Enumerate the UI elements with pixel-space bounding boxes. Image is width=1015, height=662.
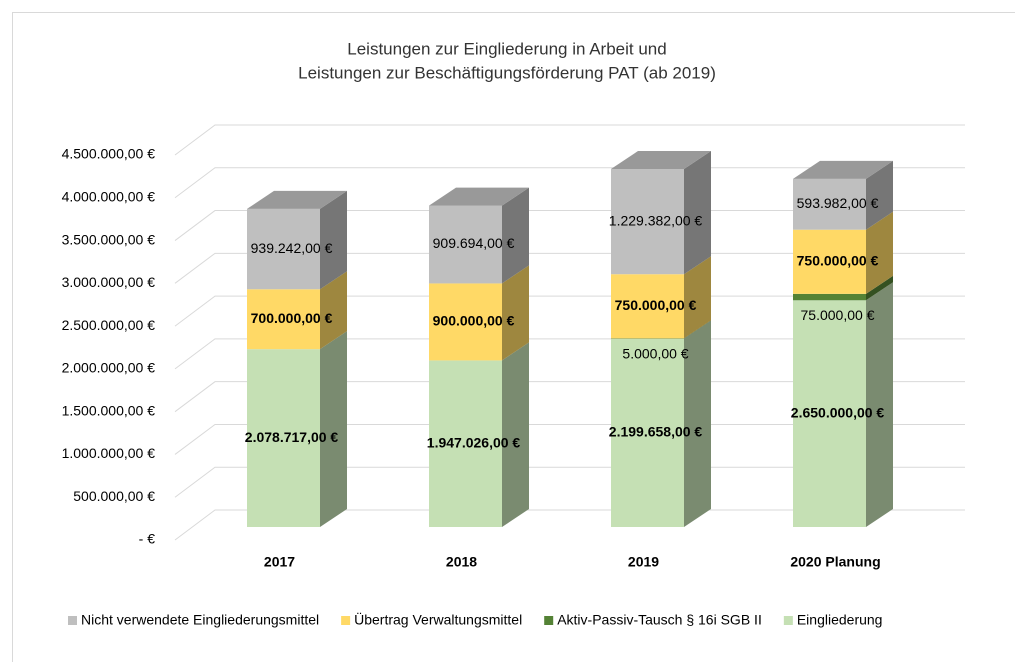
data-label: 2.650.000,00 € [791,404,885,420]
y-tick-label: 1.000.000,00 € [62,445,156,461]
data-label: 75.000,00 € [801,307,875,323]
grid-line [174,252,965,284]
legend-swatch [341,616,351,625]
bar-side [320,190,347,290]
legend-swatch [68,616,77,625]
bar-side [502,187,529,284]
legend-label: Eingliederung [797,612,883,628]
legend-swatch [783,616,793,625]
data-label: 700.000,00 € [251,310,333,326]
x-tick-label: 2019 [628,554,659,570]
bar-segment [793,229,866,294]
data-label: 1.947.026,00 € [427,434,521,450]
y-tick-label: 500.000,00 € [73,488,155,504]
bar-top [611,151,711,170]
bar-segment [247,349,320,527]
data-label: 900.000,00 € [433,313,515,329]
y-tick-label: 3.000.000,00 € [62,274,156,290]
bar-segment [611,169,684,275]
grid-line [174,381,965,413]
bar-side [502,265,529,361]
data-label: 939.242,00 € [251,240,333,256]
bar-side [320,271,347,350]
grid-line [174,466,965,498]
legend-swatch [544,616,554,625]
legend-label: Übertrag Verwaltungsmittel [354,611,522,628]
bar-side [866,282,893,527]
bar-top [247,190,347,209]
bar-side [502,342,529,527]
data-label: 2.078.717,00 € [245,429,339,445]
chart-title: Leistungen zur Beschäftigungsförderung P… [298,63,716,82]
data-label: 5.000,00 € [622,346,688,362]
bar-top [793,160,893,179]
grid-line [174,167,965,199]
grid-line [174,338,965,370]
bar-segment [793,293,866,301]
bar-top [429,187,529,206]
data-label: 750.000,00 € [797,252,879,268]
grid-line [174,295,965,327]
y-tick-label: 4.000.000,00 € [62,188,156,204]
grid-line [174,423,965,455]
data-label: 1.229.382,00 € [609,212,703,228]
bar-segment [793,178,866,230]
bar-side [684,151,711,275]
y-tick-label: 4.500.000,00 € [62,146,156,162]
chart-title: Leistungen zur Eingliederung in Arbeit u… [347,39,666,58]
bar-side [684,320,711,527]
bar-segment [611,274,684,339]
y-tick-label: 3.500.000,00 € [62,231,156,247]
bar-side [320,331,347,527]
bar-side [866,275,893,301]
bar-segment [611,338,684,527]
x-tick-label: 2018 [446,554,477,570]
bar-segment [429,360,502,527]
data-label: 909.694,00 € [433,235,515,251]
bar-segment [247,289,320,350]
bar-side [684,256,711,339]
data-label: 593.982,00 € [797,195,879,211]
legend-label: Aktiv-Passiv-Tausch § 16i SGB II [557,612,762,628]
x-tick-label: 2017 [264,554,295,570]
y-tick-label: 1.500.000,00 € [62,402,156,418]
grid-line [174,124,965,156]
y-tick-label: 2.500.000,00 € [62,317,156,333]
grid-line [174,210,965,241]
x-tick-label: 2020 Planung [790,554,880,570]
y-tick-label: - € [139,531,156,547]
bar-side [684,320,711,339]
y-tick-label: 2.000.000,00 € [62,360,156,376]
bar-segment [247,208,320,290]
data-label: 2.199.658,00 € [609,424,703,440]
grid-line [174,509,965,541]
bar-segment [429,205,502,284]
bar-segment [793,300,866,527]
bar-side [866,211,893,294]
legend-label: Nicht verwendete Eingliederungsmittel [81,612,319,628]
bar-side [866,160,893,230]
data-label: 750.000,00 € [615,297,697,313]
bar-segment [429,283,502,361]
